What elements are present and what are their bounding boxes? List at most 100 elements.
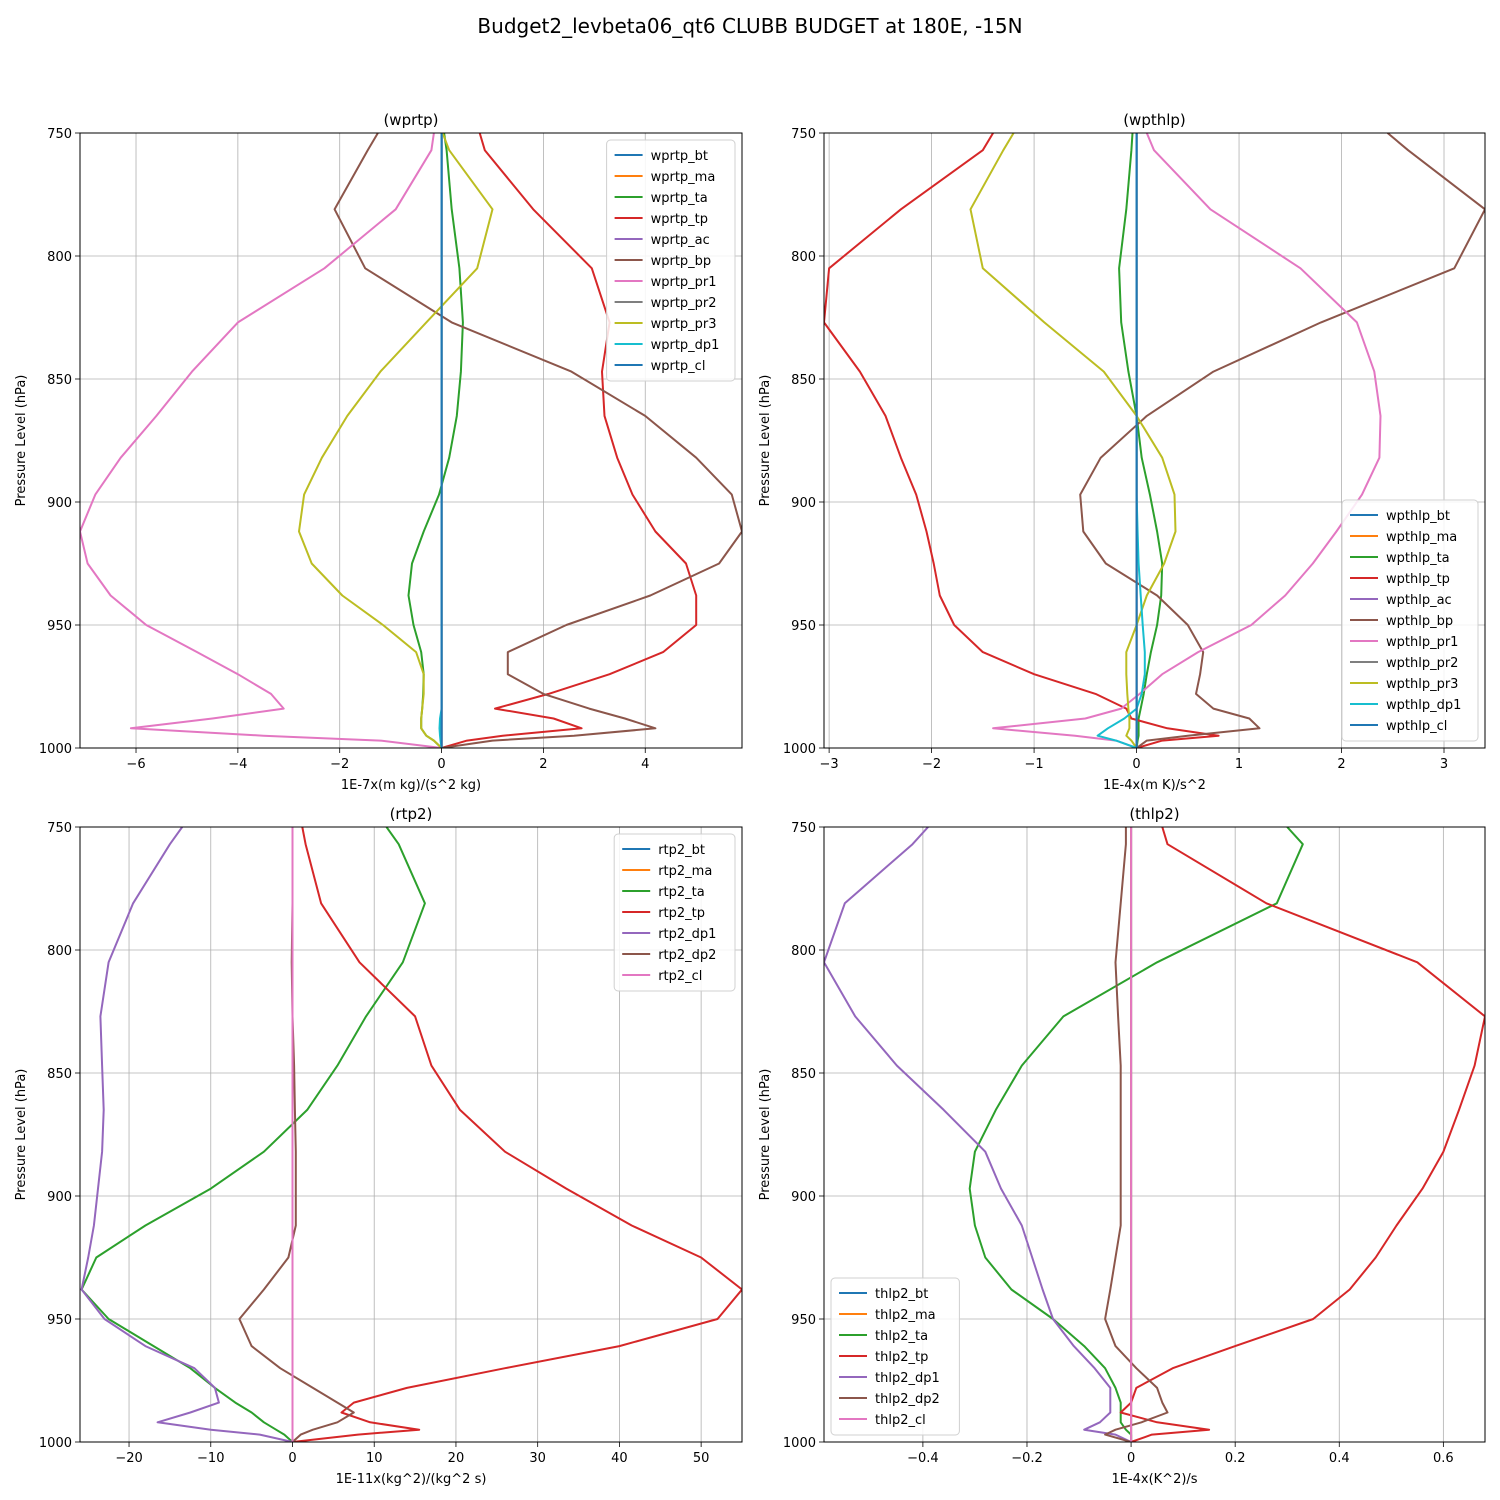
y-tick-label: 950 <box>791 1313 816 1328</box>
x-tick-label: −4 <box>228 757 247 772</box>
y-tick-label: 950 <box>47 619 72 634</box>
legend-label: thlp2_dp2 <box>875 1392 940 1407</box>
y-tick-label: 800 <box>47 944 72 959</box>
y-tick-label: 900 <box>47 496 72 511</box>
series-line-wprtp_pr3 <box>298 133 494 748</box>
x-tick-label: 4 <box>641 757 649 772</box>
y-tick-label: 900 <box>791 1190 816 1205</box>
legend-label: wpthlp_bt <box>1386 509 1450 524</box>
x-tick-label: 3 <box>1440 757 1448 772</box>
x-tick-label: 40 <box>611 1451 628 1466</box>
legend-label: wpthlp_ma <box>1386 530 1457 545</box>
figure-title: Budget2_levbeta06_qt6 CLUBB BUDGET at 18… <box>477 14 1023 38</box>
x-tick-label: 1 <box>1235 757 1243 772</box>
legend-label: thlp2_ta <box>875 1329 928 1344</box>
y-axis-label: Pressure Level (hPa) <box>758 1069 773 1201</box>
x-axis-label: 1E-7x(m kg)/(s^2 kg) <box>341 778 481 793</box>
series-line-wprtp_pr1 <box>80 133 442 748</box>
legend-label: wprtp_dp1 <box>651 338 720 353</box>
series-line-thlp2_dp1 <box>824 827 1132 1442</box>
legend-label: wpthlp_bp <box>1386 614 1453 629</box>
y-axis-label: Pressure Level (hPa) <box>14 1069 29 1201</box>
legend-label: thlp2_dp1 <box>875 1371 940 1386</box>
y-tick-label: 850 <box>47 1067 72 1082</box>
y-tick-label: 750 <box>791 821 816 836</box>
y-tick-label: 850 <box>791 373 816 388</box>
x-tick-label: 50 <box>693 1451 710 1466</box>
legend-label: wprtp_bp <box>651 254 712 269</box>
series-line-thlp2_ta <box>968 827 1304 1442</box>
x-tick-label: −6 <box>126 757 145 772</box>
x-tick-label: 2 <box>1337 757 1345 772</box>
chart-title: (wpthlp) <box>1123 111 1186 129</box>
legend: rtp2_bt rtp2_ma rtp2_ta rtp2_tp rtp2_dp1 rtp2… <box>613 833 736 992</box>
series-line-wprtp_tp <box>441 133 698 748</box>
legend-label: rtp2_dp1 <box>658 927 716 942</box>
series-line-wpthlp_ta <box>1118 133 1164 748</box>
legend: wpthlp_bt wpthlp_ma wpthlp_ta wpthlp_tpwpth… <box>1341 499 1479 742</box>
legend-label: wpthlp_dp1 <box>1386 698 1461 713</box>
chart-panel-1: −3 −2 −1 0 1 2 3 750 800 850 900 950 1000 (wpthlp) 1E-… <box>758 111 1486 793</box>
legend-label: thlp2_cl <box>875 1413 926 1428</box>
legend-box <box>606 139 736 382</box>
plot-frame <box>823 132 1486 749</box>
legend-label: wprtp_tp <box>651 212 708 227</box>
series-lines <box>80 133 742 748</box>
legend: thlp2_bt thlp2_ma thlp2_ta thlp2_tp thlp2_dp… <box>830 1277 960 1436</box>
legend-label: wpthlp_ta <box>1386 551 1450 566</box>
y-tick-label: 1000 <box>783 1436 816 1451</box>
legend-label: wprtp_pr2 <box>651 296 717 311</box>
x-tick-label: 0 <box>1127 1451 1135 1466</box>
legend-label: wprtp_bt <box>651 149 708 164</box>
legend-label: wpthlp_pr1 <box>1386 635 1458 650</box>
legend-label: wpthlp_pr3 <box>1386 677 1458 692</box>
x-tick-label: −0.2 <box>1011 1451 1043 1466</box>
plot-frame <box>79 826 743 1443</box>
legend-label: rtp2_cl <box>658 969 702 984</box>
x-axis-label: 1E-11x(kg^2)/(kg^2 s) <box>336 1472 487 1487</box>
y-tick-label: 800 <box>47 250 72 265</box>
legend-label: rtp2_ma <box>658 864 712 879</box>
legend-label: thlp2_ma <box>875 1308 936 1323</box>
series-lines <box>824 133 1485 748</box>
y-tick-label: 900 <box>791 496 816 511</box>
series-lines <box>80 827 742 1442</box>
x-tick-label: 0.4 <box>1329 1451 1350 1466</box>
legend-label: rtp2_ta <box>658 885 705 900</box>
y-axis-label: Pressure Level (hPa) <box>14 375 29 507</box>
legend: wprtp_bt wprtp_ma wprtp_ta wprtp_tp wprtp_ac… <box>606 139 736 382</box>
y-tick-label: 800 <box>791 944 816 959</box>
y-tick-label: 750 <box>47 127 72 142</box>
series-line-rtp2_dp2 <box>238 827 355 1442</box>
x-tick-label: 0 <box>288 1451 296 1466</box>
chart-title: (wprtp) <box>383 111 438 129</box>
y-tick-label: 850 <box>47 373 72 388</box>
x-tick-label: −3 <box>820 757 839 772</box>
y-tick-label: 750 <box>791 127 816 142</box>
series-line-thlp2_dp2 <box>1104 827 1169 1442</box>
series-line-wpthlp_dp1 <box>1096 133 1146 748</box>
chart-panel-0: −6 −4 −2 0 2 4 750 800 850 900 950 1000 (wprtp) 1E-7x… <box>14 111 743 793</box>
series-line-thlp2_tp <box>1119 827 1485 1442</box>
chart-title: (rtp2) <box>390 805 433 823</box>
y-tick-label: 850 <box>791 1067 816 1082</box>
legend-label: thlp2_tp <box>875 1350 928 1365</box>
x-tick-label: 30 <box>529 1451 546 1466</box>
legend-box <box>1341 499 1479 742</box>
y-axis-label: Pressure Level (hPa) <box>758 375 773 507</box>
legend-label: wprtp_ac <box>651 233 710 248</box>
series-line-rtp2_dp1 <box>80 827 293 1442</box>
legend-label: rtp2_bt <box>658 843 705 858</box>
y-tick-label: 950 <box>47 1313 72 1328</box>
legend-label: wprtp_pr1 <box>651 275 717 290</box>
series-line-wpthlp_tp <box>824 133 1220 748</box>
legend-label: wpthlp_tp <box>1386 572 1450 587</box>
plot-frame <box>823 826 1486 1443</box>
series-line-wprtp_bp <box>333 133 742 748</box>
legend-label: wprtp_cl <box>651 359 706 374</box>
legend-label: wpthlp_cl <box>1386 719 1447 734</box>
y-tick-label: 1000 <box>783 742 816 757</box>
legend-box <box>830 1277 960 1436</box>
x-axis-label: 1E-4x(K^2)/s <box>1111 1472 1197 1487</box>
